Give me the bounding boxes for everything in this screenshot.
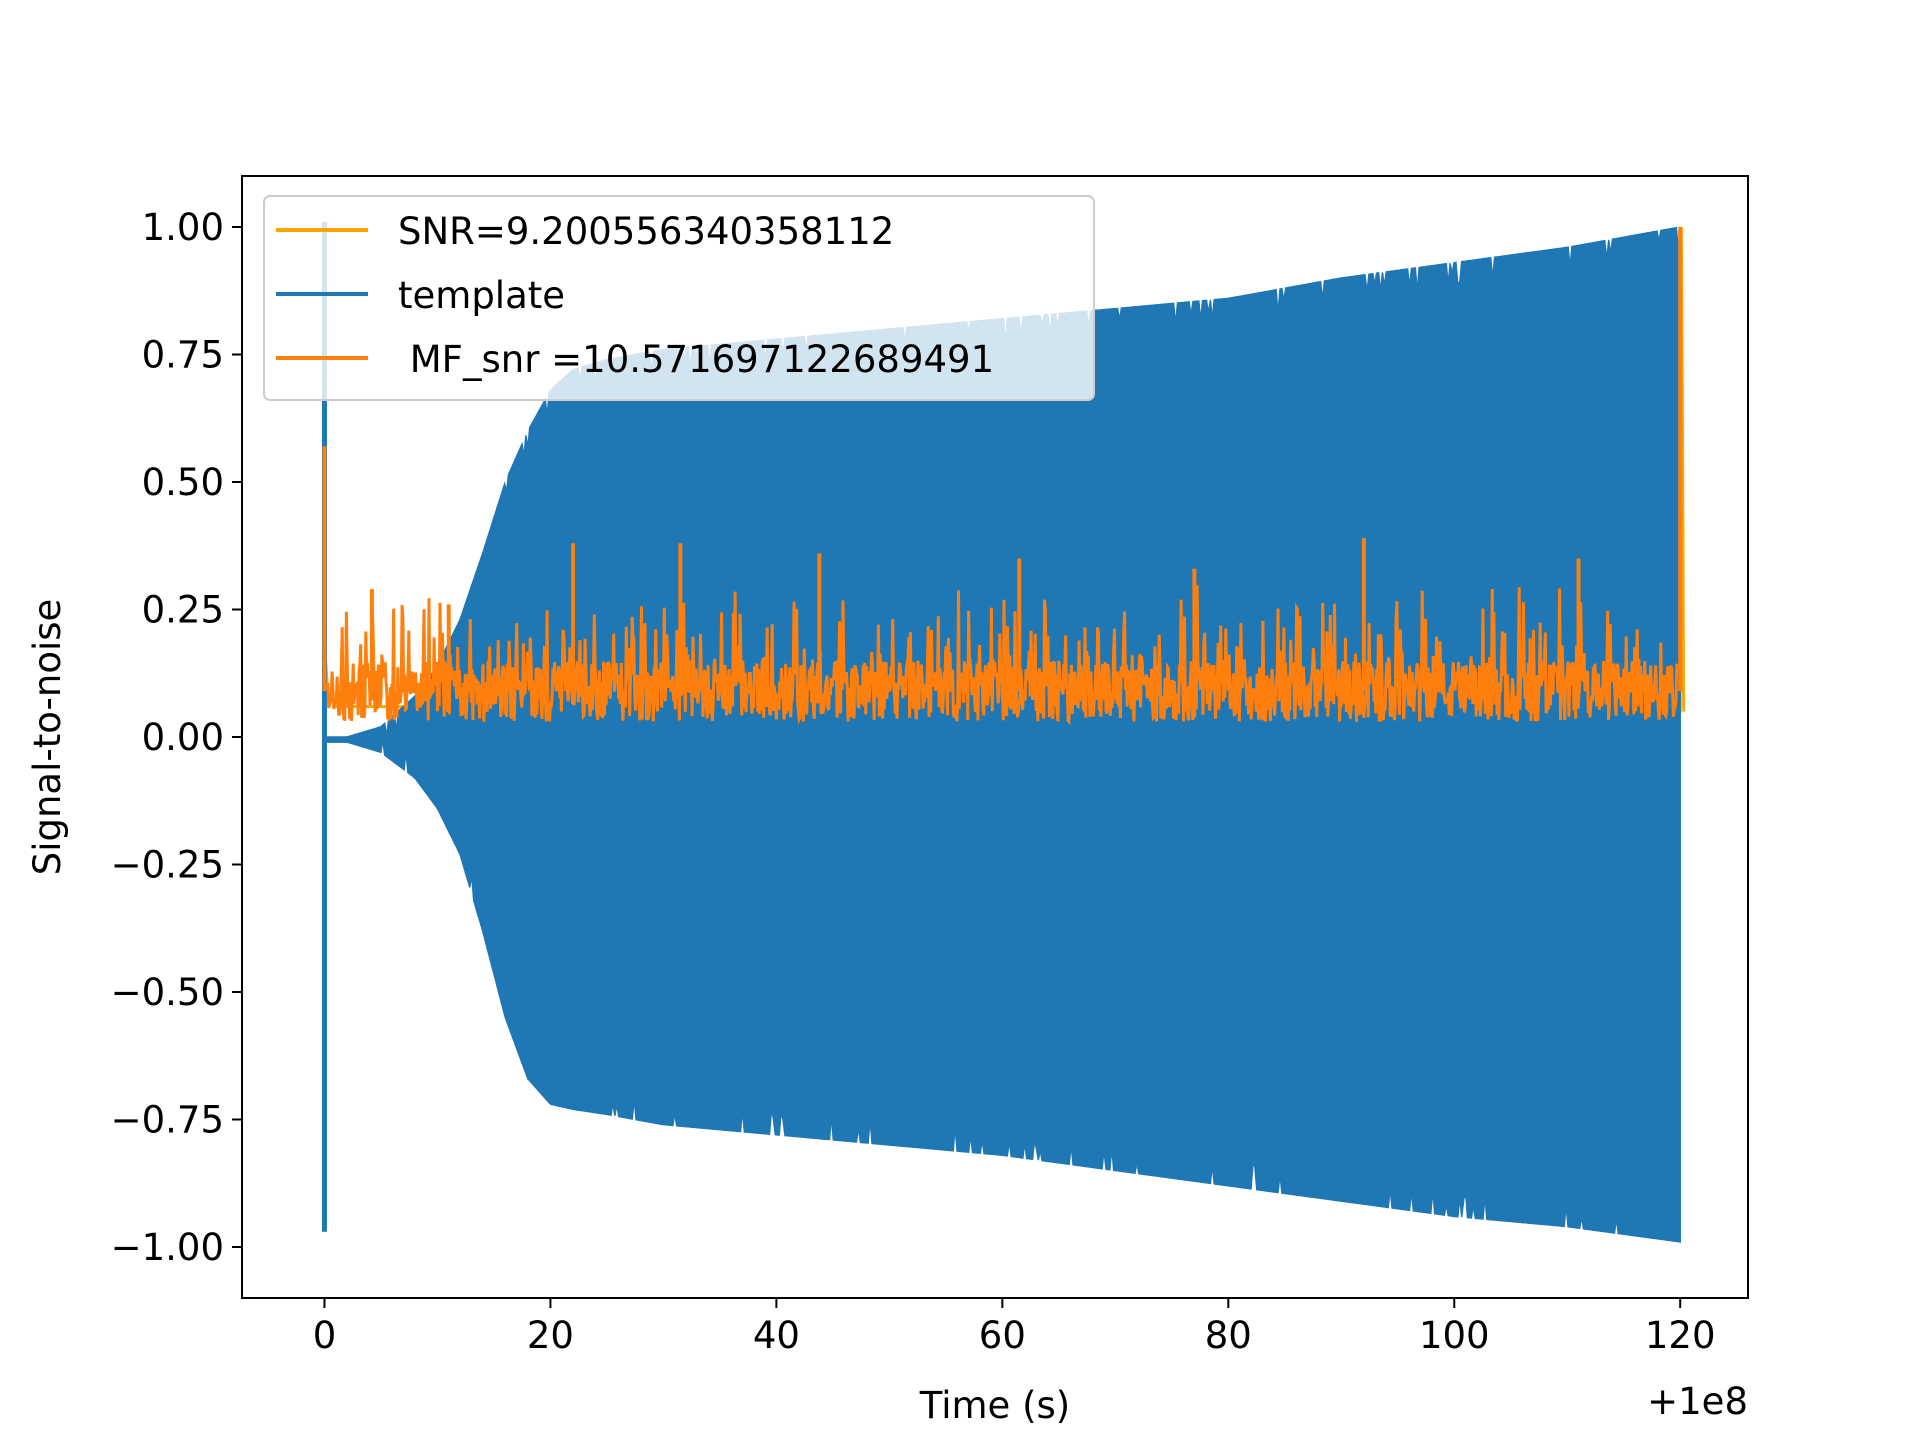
y-tick-label-8: −1.00 [111, 1226, 224, 1269]
x-tick-label-4: 80 [1205, 1314, 1252, 1357]
x-tick-label-5: 100 [1419, 1314, 1490, 1357]
y-tick-label-4: 0.00 [142, 716, 224, 759]
y-tick-label-0: 1.00 [142, 206, 224, 249]
legend-label-0: SNR=9.200556340358112 [398, 210, 894, 253]
y-tick-label-3: 0.25 [142, 589, 224, 632]
y-axis-label: Signal-to-noise [26, 599, 69, 876]
y-tick-label-6: −0.50 [111, 971, 224, 1014]
y-tick-label-1: 0.75 [142, 334, 224, 377]
legend-label-2: MF_snr =10.571697122689491 [398, 338, 994, 381]
x-tick-label-0: 0 [313, 1314, 337, 1357]
axes-frame [241, 175, 1749, 1299]
series-mf-snr-line [326, 585, 1679, 726]
x-axis-offset-label: +1e8 [1647, 1380, 1748, 1423]
plot-area [321, 221, 1686, 1243]
y-tick-label-7: −0.75 [111, 1099, 224, 1142]
legend: SNR=9.200556340358112 template MF_snr =10… [263, 195, 1095, 401]
x-axis: 0 20 40 60 80 100 120 [313, 1298, 1716, 1357]
y-tick-label-5: −0.25 [111, 844, 224, 887]
x-tick-label-1: 20 [527, 1314, 574, 1357]
x-tick-label-2: 40 [753, 1314, 800, 1357]
y-axis: 1.00 0.75 0.50 0.25 0.00 −0.25 −0.50 −0.75 −1.00 [111, 206, 242, 1269]
legend-box [263, 195, 1095, 401]
y-tick-label-2: 0.50 [142, 461, 224, 504]
legend-label-1: template [398, 274, 565, 317]
x-axis-label: Time (s) [919, 1384, 1070, 1427]
x-tick-label-6: 120 [1645, 1314, 1716, 1357]
x-tick-label-3: 60 [979, 1314, 1026, 1357]
